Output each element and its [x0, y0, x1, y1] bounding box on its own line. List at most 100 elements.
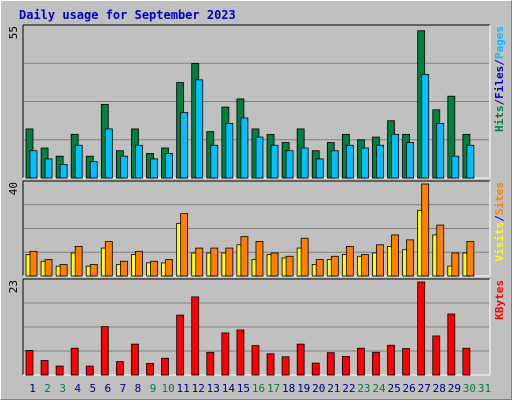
bar-sites-day-16 — [255, 241, 264, 277]
legend-entry: / — [493, 215, 506, 222]
bar-files-day-19 — [300, 147, 309, 179]
bar-sites-day-24 — [376, 244, 384, 277]
bar-files-day-20 — [315, 158, 324, 179]
bar-sites-day-21 — [330, 255, 339, 277]
x-tick-label: 22 — [342, 382, 355, 395]
bar-files-day-6 — [104, 128, 113, 179]
legend-entry: Sites — [493, 182, 506, 215]
bar-sites-day-22 — [345, 246, 354, 277]
bar-sites-day-23 — [361, 254, 369, 277]
x-tick-label: 24 — [372, 382, 386, 395]
bar-sites-day-3 — [59, 264, 68, 277]
bar-kbytes-day-29 — [447, 313, 456, 376]
bar-kbytes-day-10 — [161, 357, 169, 376]
bar-files-day-30 — [466, 144, 475, 179]
bar-kbytes-day-18 — [281, 356, 290, 376]
bar-files-day-2 — [44, 158, 53, 179]
x-tick-label: 4 — [74, 382, 81, 395]
x-tick-label: 1 — [29, 382, 36, 395]
bar-sites-day-4 — [74, 246, 83, 277]
bar-kbytes-day-15 — [236, 329, 245, 376]
bar-kbytes-day-9 — [146, 363, 154, 376]
x-tick-label: 20 — [312, 382, 325, 395]
bar-files-day-1 — [29, 150, 38, 179]
y-max-label-3: 23 — [7, 280, 20, 293]
x-tick-label: 2 — [44, 382, 51, 395]
legend-entry: Hits — [493, 106, 506, 133]
bar-kbytes-day-27 — [417, 281, 426, 376]
bar-sites-day-1 — [29, 250, 38, 277]
x-tick-label: 21 — [327, 382, 340, 395]
bar-kbytes-day-1 — [25, 350, 34, 376]
bar-sites-day-26 — [406, 239, 415, 277]
legend-1: Hits/Files/Pages — [493, 26, 506, 132]
bar-sites-day-5 — [89, 264, 98, 277]
bar-kbytes-day-16 — [251, 345, 260, 376]
x-tick-label: 19 — [297, 382, 310, 395]
bar-kbytes-day-12 — [191, 296, 200, 376]
bar-sites-day-27 — [421, 183, 430, 277]
y-max-label-2: 40 — [7, 182, 20, 195]
bar-kbytes-day-17 — [266, 353, 275, 376]
legend-entry: / — [493, 99, 506, 106]
bar-sites-day-17 — [270, 252, 279, 277]
bar-sites-day-12 — [195, 247, 204, 277]
bar-files-day-28 — [436, 123, 445, 179]
bar-kbytes-day-13 — [206, 351, 215, 376]
bar-files-day-4 — [74, 144, 83, 179]
bar-files-day-9 — [150, 158, 158, 179]
bar-hits-day-29 — [447, 95, 456, 179]
bar-files-day-24 — [376, 144, 384, 179]
legend-entry: KBytes — [493, 280, 506, 320]
bar-files-day-21 — [330, 150, 339, 179]
bar-sites-day-11 — [180, 213, 189, 277]
bar-files-day-12 — [195, 79, 204, 179]
legend-2: Visits/Sites — [493, 182, 506, 262]
x-tick-label: 31 — [478, 382, 491, 395]
bar-files-day-26 — [406, 142, 415, 179]
bar-kbytes-day-21 — [326, 352, 335, 376]
x-tick-label: 25 — [387, 382, 400, 395]
chart-title: Daily usage for September 2023 — [19, 8, 236, 22]
bar-sites-day-30 — [466, 241, 475, 277]
bar-kbytes-day-28 — [432, 335, 441, 376]
bar-files-day-14 — [225, 123, 234, 179]
x-tick-label: 8 — [135, 382, 142, 395]
x-tick-label: 7 — [120, 382, 127, 395]
bar-kbytes-day-24 — [372, 351, 380, 376]
x-tick-label: 10 — [161, 382, 174, 395]
legend-entry: / — [493, 59, 506, 66]
bar-sites-day-2 — [44, 259, 53, 277]
bar-files-day-15 — [240, 117, 249, 179]
x-tick-label: 26 — [403, 382, 416, 395]
x-tick-label: 14 — [222, 382, 236, 395]
bar-kbytes-day-14 — [221, 332, 230, 376]
bar-kbytes-day-20 — [311, 362, 320, 376]
bar-files-day-18 — [285, 150, 294, 179]
legend-entry: Files — [493, 66, 506, 99]
bar-sites-day-28 — [436, 224, 445, 277]
bar-sites-day-13 — [210, 247, 219, 277]
bar-files-day-8 — [135, 144, 143, 179]
bar-kbytes-day-2 — [40, 360, 49, 376]
bar-sites-day-10 — [165, 259, 173, 277]
x-tick-label: 23 — [357, 382, 370, 395]
bar-files-day-13 — [210, 144, 219, 179]
bar-kbytes-day-4 — [70, 347, 79, 376]
legend-3: KBytes — [493, 280, 506, 320]
bar-files-day-17 — [270, 144, 279, 179]
legend-entry: Pages — [493, 26, 506, 59]
bar-kbytes-day-7 — [115, 361, 124, 376]
bar-files-day-27 — [421, 73, 430, 179]
x-tick-label: 30 — [463, 382, 476, 395]
x-tick-label: 12 — [192, 382, 205, 395]
bar-sites-day-9 — [150, 260, 158, 277]
x-tick-label: 9 — [150, 382, 157, 395]
bar-files-day-22 — [345, 144, 354, 179]
bar-kbytes-day-22 — [341, 355, 350, 376]
bar-files-day-5 — [89, 161, 98, 179]
bar-sites-day-19 — [300, 237, 309, 277]
bar-kbytes-day-25 — [387, 344, 395, 376]
x-tick-label: 27 — [418, 382, 431, 395]
bar-kbytes-day-26 — [402, 348, 411, 376]
